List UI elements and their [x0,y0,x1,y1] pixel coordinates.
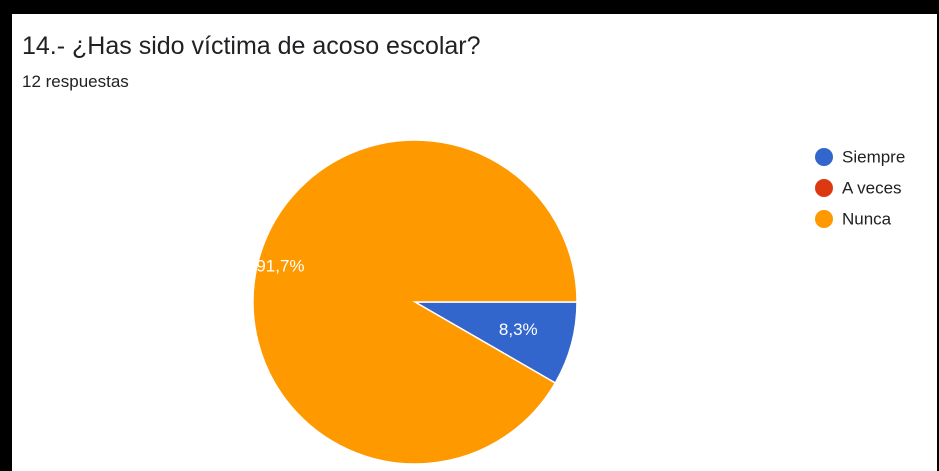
chart-card: 14.- ¿Has sido víctima de acoso escolar?… [12,14,937,471]
slice-label-siempre: 8,3% [499,320,538,339]
legend-label-a-veces: A veces [842,179,902,198]
question-title: 14.- ¿Has sido víctima de acoso escolar? [22,32,481,60]
legend-label-nunca: Nunca [842,210,892,229]
legend-label-siempre: Siempre [842,148,905,167]
response-count: 12 respuestas [22,72,129,91]
legend: Siempre A veces Nunca [815,148,905,229]
pie-slice-labels: 8,3% 91,7% [256,256,537,339]
slice-label-nunca: 91,7% [256,256,304,275]
legend-swatch-siempre [815,148,833,166]
pie-slices [252,139,578,465]
pie-chart: 8,3% 91,7% Siempre A veces Nunca [252,139,905,465]
legend-swatch-nunca [815,210,833,228]
pie-slice-nunca [252,139,578,465]
legend-swatch-a-veces [815,179,833,197]
